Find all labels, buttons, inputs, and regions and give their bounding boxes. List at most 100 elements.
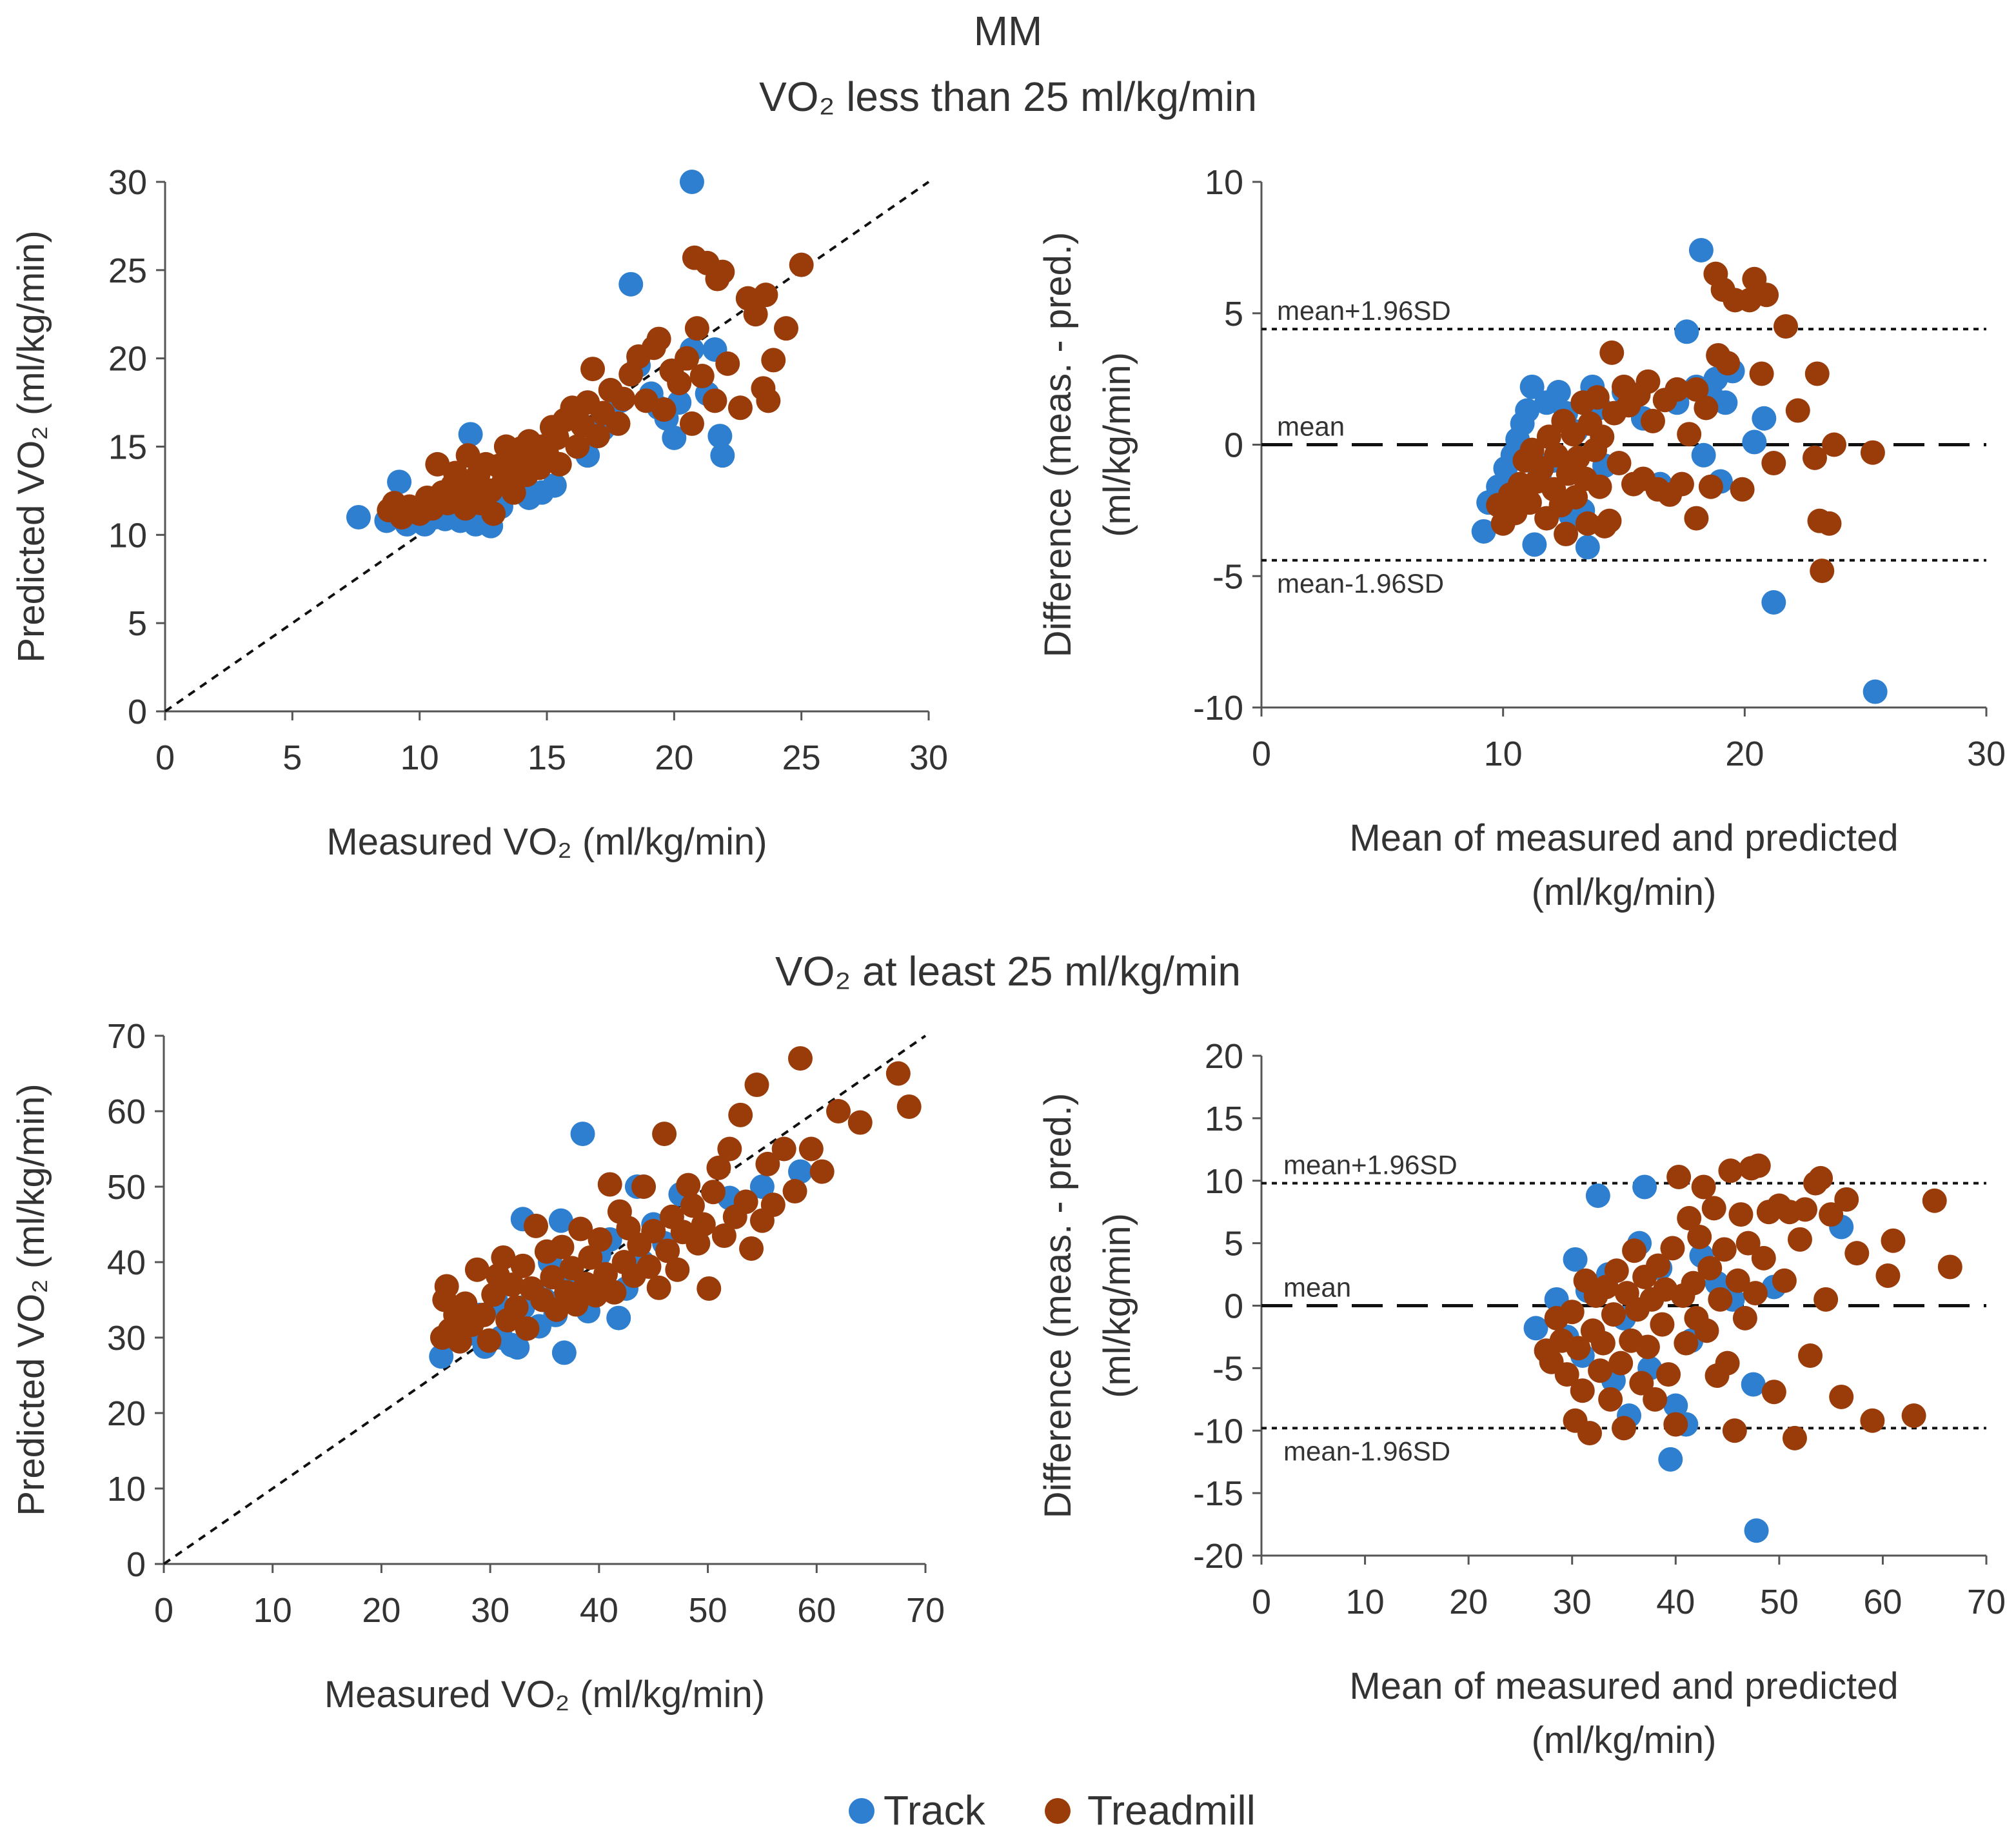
point-treadmill [684,316,709,341]
x-tick-label: 30 [1553,1583,1592,1621]
point-track [618,272,644,297]
x-tick-label: 20 [362,1591,400,1630]
point-treadmill [1597,508,1622,533]
point-treadmill [1698,474,1723,499]
point-track [429,1344,454,1369]
reference-line-label: mean [1277,411,1345,442]
x-tick-label: 70 [906,1591,945,1630]
point-treadmill [1587,474,1612,499]
point-treadmill [611,386,636,411]
point-treadmill [580,357,606,382]
point-treadmill [1817,511,1842,536]
y-tick-label: 0 [1224,1287,1243,1326]
x-axis-label-units: (ml/kg/min) [1532,871,1717,913]
point-treadmill [1844,1241,1870,1266]
point-treadmill [631,1174,657,1199]
point-treadmill [515,1316,540,1341]
x-tick-label: 60 [797,1591,836,1630]
point-treadmill [477,1328,502,1353]
y-tick-label: 10 [1205,163,1243,202]
point-treadmill [501,480,526,505]
point-treadmill [1636,369,1661,394]
point-treadmill [1566,1336,1591,1361]
point-treadmill [1598,1387,1623,1412]
point-treadmill [744,1073,769,1098]
point-treadmill [1687,1224,1712,1249]
point-treadmill [847,1110,873,1135]
point-track [1519,374,1545,399]
y-tick-label: -20 [1193,1537,1243,1576]
point-treadmill [1608,1350,1634,1376]
point-treadmill [1677,1205,1702,1231]
point-treadmill [1746,1153,1771,1178]
point-track [1863,679,1888,704]
x-tick-label: 0 [1252,1583,1271,1621]
point-treadmill [1732,1305,1757,1331]
point-treadmill [1901,1403,1926,1428]
x-axis-label: Mean of measured and predicted [1349,817,1898,859]
point-treadmill [1808,1165,1833,1191]
point-track [1658,1447,1683,1472]
x-axis-label: Mean of measured and predicted [1349,1665,1898,1707]
point-treadmill [761,348,786,373]
point-treadmill [1829,1384,1854,1409]
point-track [707,424,733,449]
y-tick-label: 50 [107,1168,146,1207]
point-treadmill [691,1212,716,1237]
point-treadmill [464,1257,489,1282]
y-tick-label: 25 [108,252,147,290]
point-track [1761,590,1786,615]
point-track [1515,398,1540,423]
point-treadmill [756,388,781,413]
y-axis-label: Difference (meas. - pred.) [1037,232,1079,658]
y-tick-label: 0 [128,693,147,731]
y-tick-label: 30 [108,163,147,202]
point-treadmill [481,501,506,526]
point-treadmill [1712,1237,1737,1262]
point-treadmill [1585,385,1610,410]
point-treadmill [593,1261,618,1287]
point-treadmill [1559,1300,1585,1325]
point-treadmill [1650,1312,1675,1337]
point-treadmill [1570,1378,1595,1403]
point-treadmill [1787,1227,1812,1252]
x-tick-label: 0 [155,738,175,777]
point-treadmill [1640,408,1665,433]
point-treadmill [1604,1258,1629,1283]
point-treadmill [1728,1202,1754,1227]
point-treadmill [564,1292,589,1317]
legend-label-treadmill: Treadmill [1087,1787,1256,1834]
point-treadmill [826,1099,851,1123]
point-treadmill [715,351,740,376]
y-tick-label: 40 [107,1243,146,1282]
y-tick-label: 5 [128,604,147,643]
y-axis-label: Predicted VO₂ (ml/kg/min) [10,230,52,662]
point-track [662,425,687,450]
point-treadmill [1660,1236,1685,1261]
point-treadmill [1743,1281,1768,1306]
point-track [505,1335,530,1360]
point-treadmill [1813,1287,1839,1312]
point-treadmill [1601,1302,1626,1327]
point-treadmill [1697,1256,1723,1281]
point-treadmill [1860,440,1885,465]
point-treadmill [1645,1253,1670,1278]
point-treadmill [728,1102,753,1127]
point-treadmill [637,1254,662,1280]
point-treadmill [1722,1418,1747,1443]
point-treadmill [568,1216,593,1242]
point-treadmill [1922,1188,1947,1213]
point-treadmill [434,1274,459,1299]
point-treadmill [1606,451,1632,476]
x-axis-label: Measured VO₂ (ml/kg/min) [324,1674,765,1716]
point-treadmill [1677,422,1702,447]
point-treadmill [1544,442,1569,468]
point-treadmill [1875,1263,1901,1288]
point-treadmill [1665,377,1690,402]
x-axis-label: Measured VO₂ (ml/kg/min) [326,821,767,863]
x-tick-label: 70 [1967,1583,2006,1621]
y-axis-label-units: (ml/kg/min) [1096,1213,1138,1398]
point-track [1523,1316,1548,1341]
point-treadmill [739,1236,764,1261]
